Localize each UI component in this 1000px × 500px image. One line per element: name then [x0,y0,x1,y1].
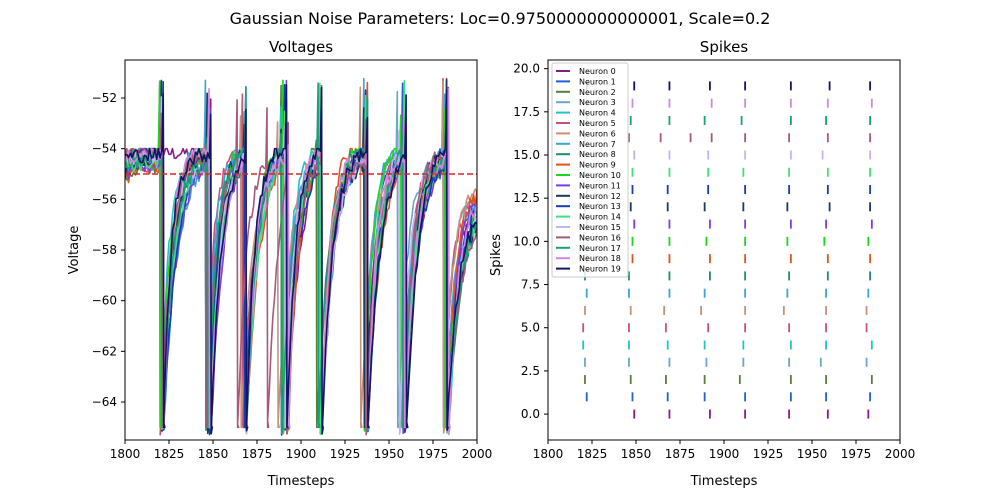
figure-suptitle: Gaussian Noise Parameters: Loc=0.9750000… [230,9,771,28]
voltage-trace-neuron-16 [125,84,477,436]
spikes-xtick-label: 1800 [533,447,564,461]
spikes-xtick-label: 1900 [709,447,740,461]
voltages-xtick-label: 1925 [330,447,361,461]
spikes-ytick-label: 0.0 [521,407,540,421]
legend-label-neuron-2: Neuron 2 [579,88,616,97]
legend-label-neuron-7: Neuron 7 [579,140,616,149]
voltages-plot-area [125,77,477,436]
spikes-ytick-label: 20.0 [513,62,540,76]
spikes-ytick-label: 5.0 [521,321,540,335]
spikes-xtick-label: 1850 [621,447,652,461]
legend-label-neuron-9: Neuron 9 [579,161,616,170]
spikes-plot-area [582,81,873,419]
voltages-xtick-label: 1950 [374,447,405,461]
spikes-xtick-label: 1825 [577,447,608,461]
spikes-ytick-label: 17.5 [513,105,540,119]
legend-label-neuron-12: Neuron 12 [579,192,621,201]
voltages-xtick-label: 1900 [286,447,317,461]
legend-label-neuron-18: Neuron 18 [579,254,621,263]
voltages-axes: Voltages 1800 1825 1850 1875 1900 1925 1950 197… [67,38,492,489]
spikes-xtick-label: 1925 [753,447,784,461]
voltage-trace-neuron-19 [125,84,477,435]
spikes-ticks: 1800 1825 1850 1875 1900 1925 1950 1975 2000 0.0 2… [513,62,915,461]
spikes-xtick-label: 2000 [885,447,916,461]
voltages-ytick-label: −64 [92,395,117,409]
voltages-ytick-label: −54 [92,142,117,156]
voltages-xtick-label: 1975 [418,447,449,461]
voltages-frame [124,59,478,441]
spikes-ylabel: Spikes [489,234,504,276]
spikes-axes: Spikes 1800 1825 1850 1875 1900 1925 1950 1975 2… [489,38,915,489]
voltages-ytick-label: −62 [92,344,117,358]
legend-label-neuron-19: Neuron 19 [579,265,621,274]
voltages-xtick-label: 1825 [154,447,185,461]
legend-label-neuron-13: Neuron 13 [579,202,621,211]
legend-box [551,62,629,278]
voltages-ytick-label: −60 [92,294,117,308]
legend-label-neuron-16: Neuron 16 [579,233,621,242]
spikes-ytick-label: 10.0 [513,234,540,248]
legend-label-neuron-8: Neuron 8 [579,150,616,159]
voltages-ylabel: Voltage [67,226,82,275]
spikes-ytick-label: 12.5 [513,191,540,205]
voltages-ytick-label: −56 [92,192,117,206]
spikes-frame [547,59,901,441]
voltages-ytick-label: −52 [92,91,117,105]
voltages-xtick-label: 1800 [110,447,141,461]
legend-label-neuron-11: Neuron 11 [579,181,621,190]
legend-label-neuron-1: Neuron 1 [579,77,616,86]
spikes-xtick-label: 1950 [797,447,828,461]
legend-label-neuron-15: Neuron 15 [579,223,621,232]
voltages-ytick-label: −58 [92,243,117,257]
spikes-ytick-label: 7.5 [521,278,540,292]
voltages-title: Voltages [269,38,333,56]
voltages-xtick-label: 1850 [198,447,229,461]
legend-label-neuron-0: Neuron 0 [579,67,616,76]
voltages-ticks: 1800 1825 1850 1875 1900 1925 1950 1975 2000 −64 −… [92,91,493,461]
legend-label-neuron-6: Neuron 6 [579,129,616,138]
legend-label-neuron-5: Neuron 5 [579,119,616,128]
legend-label-neuron-10: Neuron 10 [579,171,621,180]
voltages-xlabel: Timesteps [267,474,335,489]
spikes-title: Spikes [700,38,749,56]
legend-label-neuron-17: Neuron 17 [579,244,621,253]
voltages-xtick-label: 1875 [242,447,273,461]
spikes-ytick-label: 2.5 [521,364,540,378]
spikes-xtick-label: 1875 [665,447,696,461]
spikes-ytick-label: 15.0 [513,148,540,162]
legend-label-neuron-4: Neuron 4 [579,109,616,118]
legend-label-neuron-14: Neuron 14 [579,213,621,222]
legend-label-neuron-3: Neuron 3 [579,98,616,107]
spikes-xtick-label: 1975 [841,447,872,461]
spikes-xlabel: Timesteps [690,474,758,489]
voltages-xtick-label: 2000 [462,447,493,461]
